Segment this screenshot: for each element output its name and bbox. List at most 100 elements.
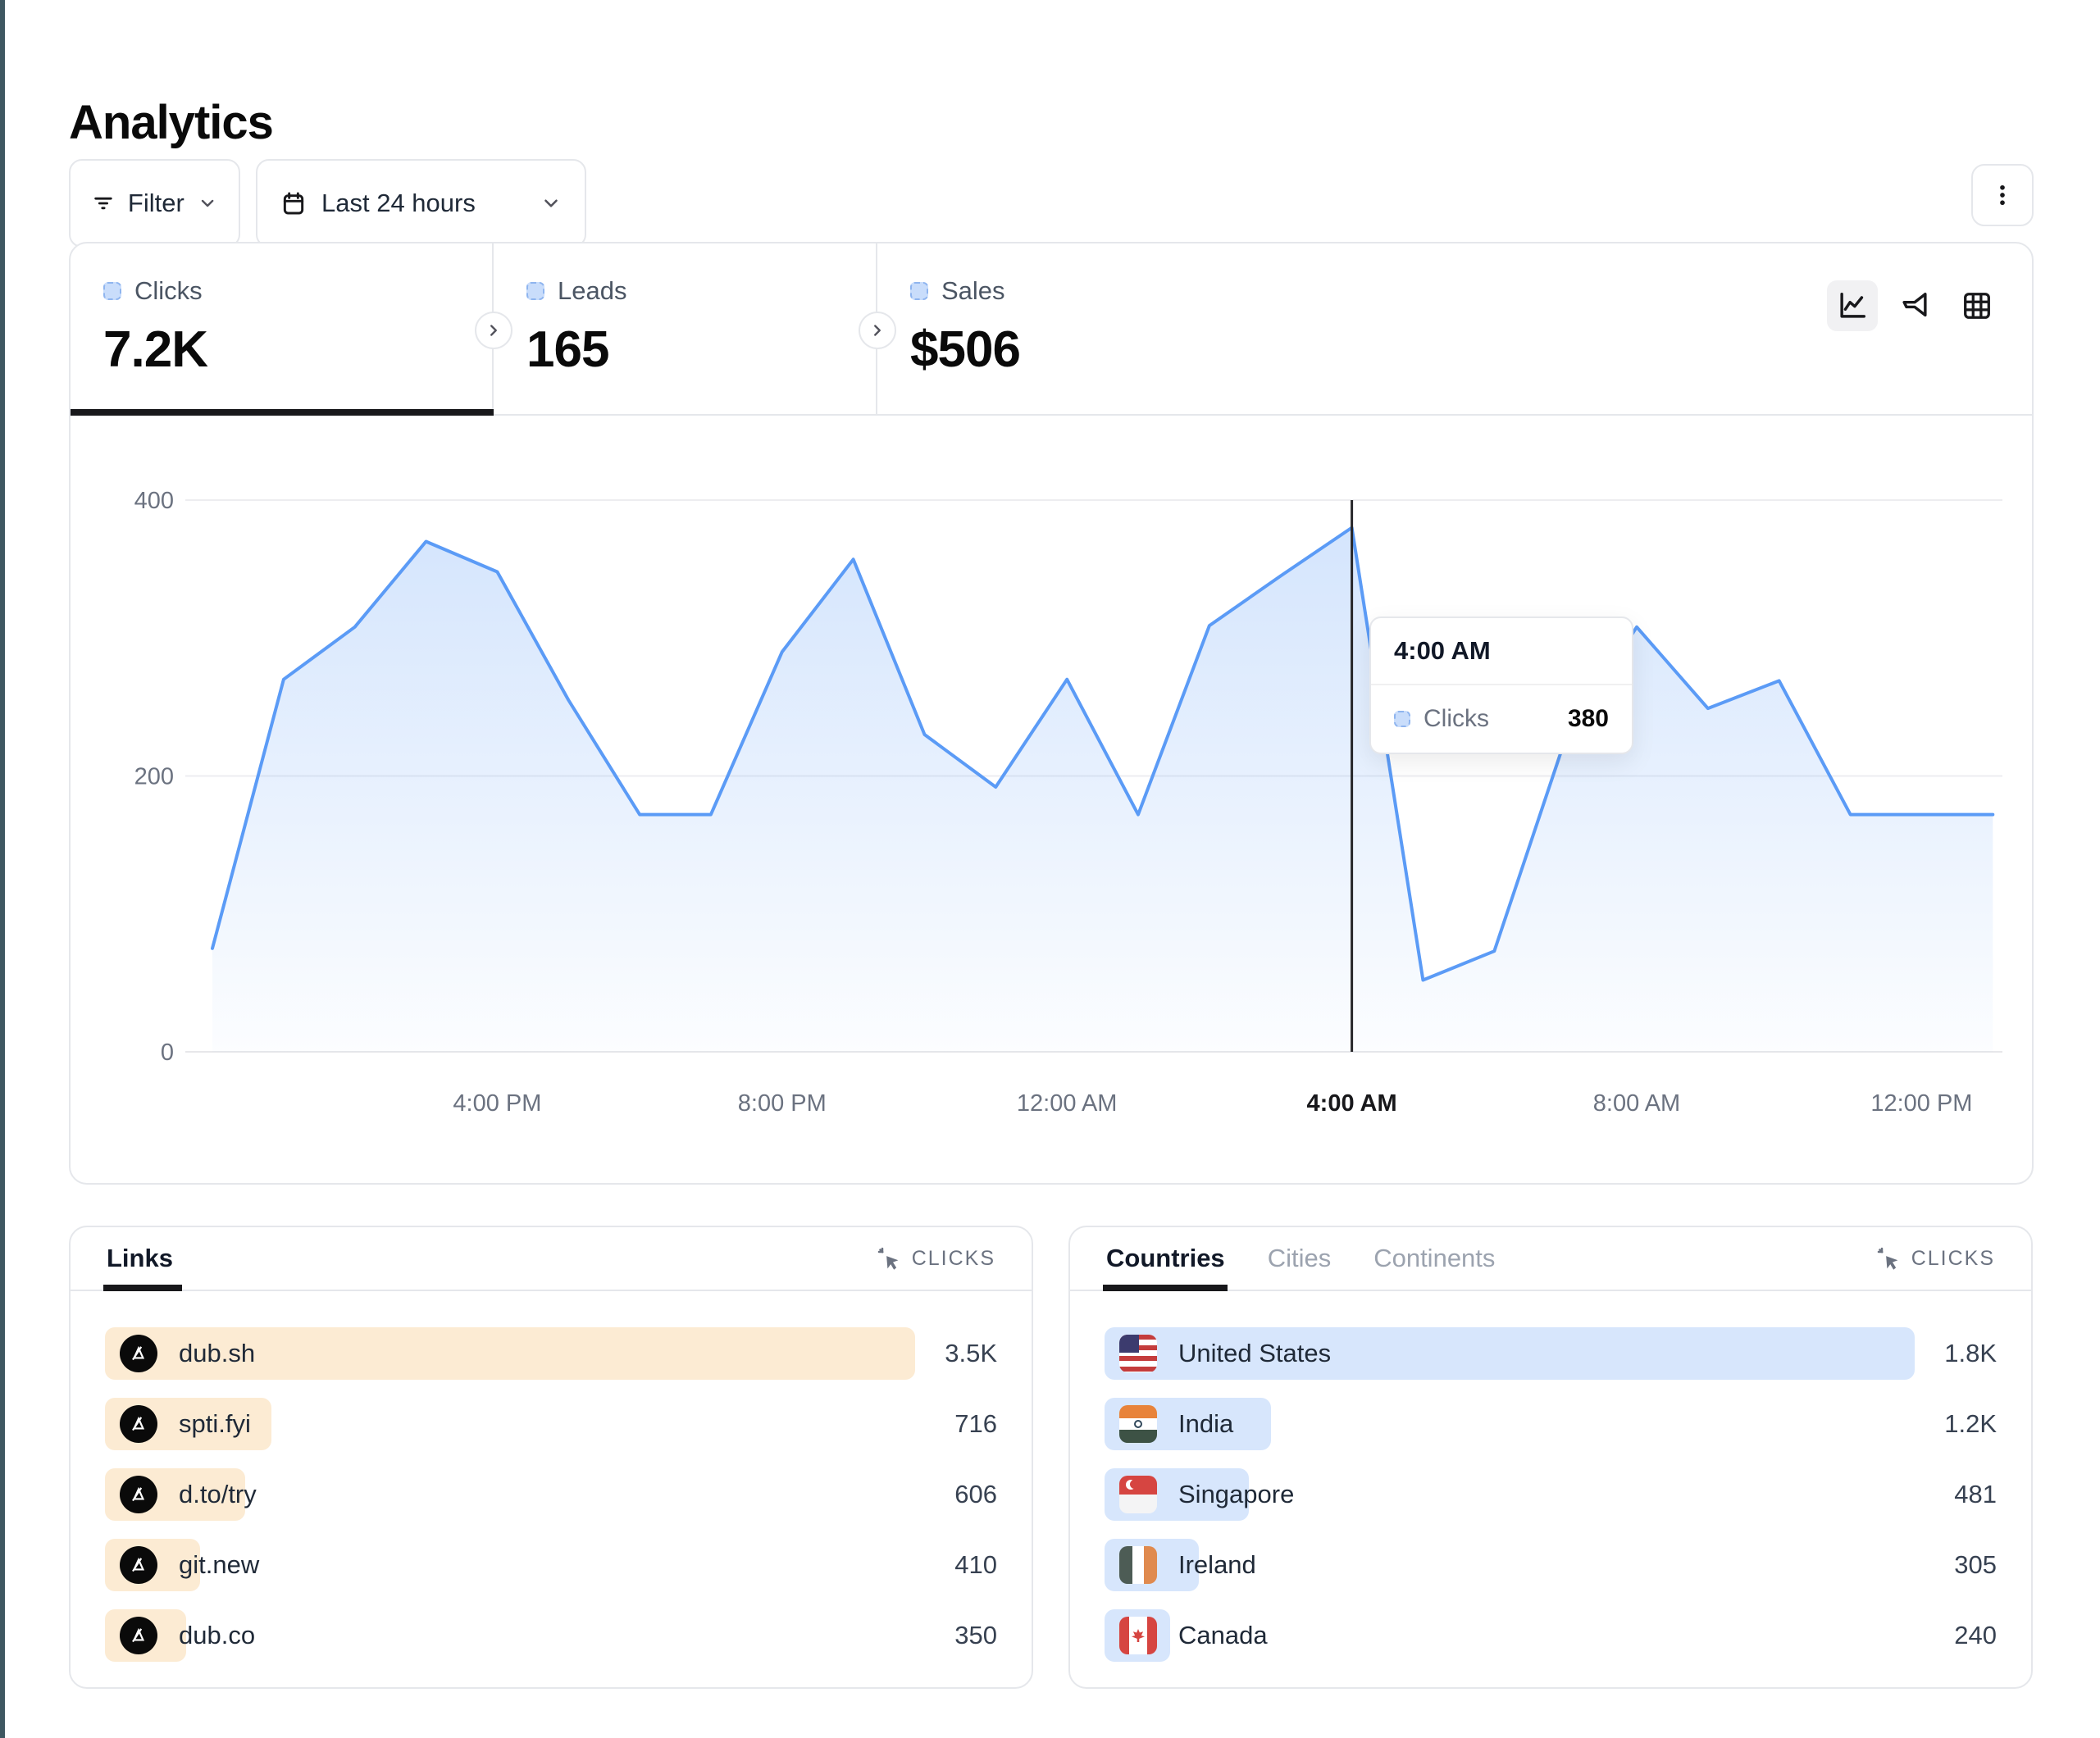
link-row[interactable]: dub.sh 3.5K [105, 1327, 997, 1380]
tab-sales[interactable]: Sales $506 [877, 243, 1263, 414]
tab-sales-label: Sales [941, 276, 1005, 305]
dub-favicon [120, 1617, 157, 1654]
tab-leads-value: 165 [526, 321, 609, 378]
link-clicks-value: 410 [954, 1550, 997, 1579]
chart-y-axis-labels: 0 200 400 [134, 488, 174, 1066]
svg-text:8:00 PM: 8:00 PM [738, 1090, 827, 1117]
geo-panel-header: Countries Cities Continents CLICKS [1070, 1227, 2031, 1291]
country-clicks-value: 305 [1954, 1550, 1997, 1579]
chart-view-switcher [1827, 280, 2002, 331]
country-clicks-value: 240 [1954, 1621, 1997, 1649]
link-clicks-value: 350 [954, 1621, 997, 1649]
more-options-button[interactable] [1971, 164, 2034, 226]
svg-text:4:00 PM: 4:00 PM [453, 1090, 541, 1117]
date-range-label: Last 24 hours [321, 189, 476, 217]
link-label: dub.sh [179, 1339, 256, 1367]
flag-united-states-icon [1119, 1335, 1157, 1372]
clicks-legend-square [103, 282, 121, 300]
link-label: git.new [179, 1550, 260, 1579]
tab-cities[interactable]: Cities [1267, 1244, 1332, 1272]
tab-continents[interactable]: Continents [1373, 1244, 1496, 1272]
tooltip-clicks-legend-square [1394, 711, 1410, 727]
country-row[interactable]: United States 1.8K [1105, 1327, 1997, 1380]
chart-line [211, 525, 1995, 982]
cursor-click-icon [1877, 1247, 1898, 1270]
links-panel: Links CLICKS dub.sh 3.5K [69, 1226, 1033, 1689]
country-row[interactable]: Ireland 305 [1105, 1539, 1997, 1591]
link-bar [105, 1327, 915, 1380]
link-clicks-value: 606 [954, 1480, 997, 1508]
link-label: d.to/try [179, 1480, 257, 1508]
calendar-icon [283, 192, 304, 215]
link-clicks-value: 3.5K [945, 1339, 997, 1367]
tab-clicks-label: Clicks [134, 276, 203, 305]
links-metric-label: CLICKS [911, 1246, 995, 1270]
chart-area-fill [212, 527, 1993, 1052]
link-row[interactable]: dub.co 350 [105, 1609, 997, 1662]
svg-text:12:00 PM: 12:00 PM [1870, 1090, 1972, 1117]
geo-metric-label: CLICKS [1911, 1246, 1995, 1270]
flag-ireland-icon [1119, 1546, 1157, 1584]
countries-tab-underline [1103, 1285, 1228, 1291]
filter-lines-icon [94, 197, 112, 210]
tooltip-time: 4:00 AM [1371, 618, 1632, 685]
tab-sales-value: $506 [910, 321, 1021, 378]
line-chart-icon [1840, 293, 1865, 318]
funnel-view-button[interactable] [1889, 280, 1940, 331]
kebab-menu-icon [2000, 184, 2005, 206]
analytics-chart-card: Clicks 7.2K Leads 165 Sales $506 [69, 242, 2034, 1185]
expand-leads-tab-button[interactable] [859, 312, 896, 349]
tab-clicks-value: 7.2K [103, 321, 208, 378]
leads-legend-square [526, 282, 544, 300]
sales-legend-square [910, 282, 928, 300]
tab-links[interactable]: Links [107, 1244, 173, 1272]
stat-tabs-row: Clicks 7.2K Leads 165 Sales $506 [71, 243, 2032, 416]
svg-text:0: 0 [161, 1040, 174, 1066]
tab-countries[interactable]: Countries [1106, 1244, 1225, 1272]
links-panel-header: Links CLICKS [71, 1227, 1032, 1291]
links-tab-underline [103, 1285, 182, 1291]
svg-text:4:00 AM: 4:00 AM [1307, 1090, 1397, 1117]
country-row[interactable]: Singapore 481 [1105, 1468, 1997, 1521]
flag-singapore-icon [1119, 1476, 1157, 1513]
svg-text:400: 400 [134, 488, 174, 514]
chevron-right-icon [874, 325, 881, 336]
svg-text:8:00 AM: 8:00 AM [1593, 1090, 1680, 1117]
chevron-right-icon [490, 325, 497, 336]
tab-clicks[interactable]: Clicks 7.2K [71, 243, 494, 414]
dub-favicon [120, 1546, 157, 1584]
dub-favicon [120, 1476, 157, 1513]
table-view-button[interactable] [1952, 280, 2002, 331]
page-title: Analytics [69, 96, 274, 149]
links-metric-header[interactable]: CLICKS [876, 1245, 995, 1272]
chart-x-axis-labels: 4:00 PM 8:00 PM 12:00 AM 4:00 AM 8:00 AM 12:0… [453, 1090, 1972, 1117]
flag-india-icon [1119, 1405, 1157, 1443]
geo-metric-header[interactable]: CLICKS [1875, 1245, 1995, 1272]
filter-button[interactable]: Filter [69, 159, 240, 248]
expand-clicks-tab-button[interactable] [475, 312, 512, 349]
dub-favicon [120, 1405, 157, 1443]
clicks-time-series-chart[interactable]: 0 200 400 4:00 PM 8:00 PM 12:00 AM 4:00 AM 8:0… [71, 243, 2035, 1186]
svg-text:12:00 AM: 12:00 AM [1017, 1090, 1118, 1117]
tab-leads-label: Leads [558, 276, 627, 305]
funnel-icon [1902, 293, 1927, 317]
date-range-button[interactable]: Last 24 hours [256, 159, 586, 248]
svg-text:200: 200 [134, 764, 174, 790]
chevron-down-icon [544, 199, 558, 207]
country-row[interactable]: India 1.2K [1105, 1398, 1997, 1450]
links-rows: dub.sh 3.5K spti.fyi 716 d [105, 1327, 997, 1680]
country-clicks-value: 1.8K [1944, 1339, 1997, 1367]
link-row[interactable]: d.to/try 606 [105, 1468, 997, 1521]
line-chart-view-button[interactable] [1827, 280, 1878, 331]
table-grid-icon [1964, 293, 1990, 319]
country-row[interactable]: Canada 240 [1105, 1609, 1997, 1662]
link-row[interactable]: spti.fyi 716 [105, 1398, 997, 1450]
window-edge-strip [0, 0, 5, 1738]
link-clicks-value: 716 [954, 1409, 997, 1438]
chart-tooltip: 4:00 AM Clicks 380 [1369, 616, 1633, 754]
country-label: Canada [1178, 1621, 1268, 1649]
country-bar [1105, 1327, 1915, 1380]
country-label: Ireland [1178, 1550, 1256, 1579]
link-row[interactable]: git.new 410 [105, 1539, 997, 1591]
